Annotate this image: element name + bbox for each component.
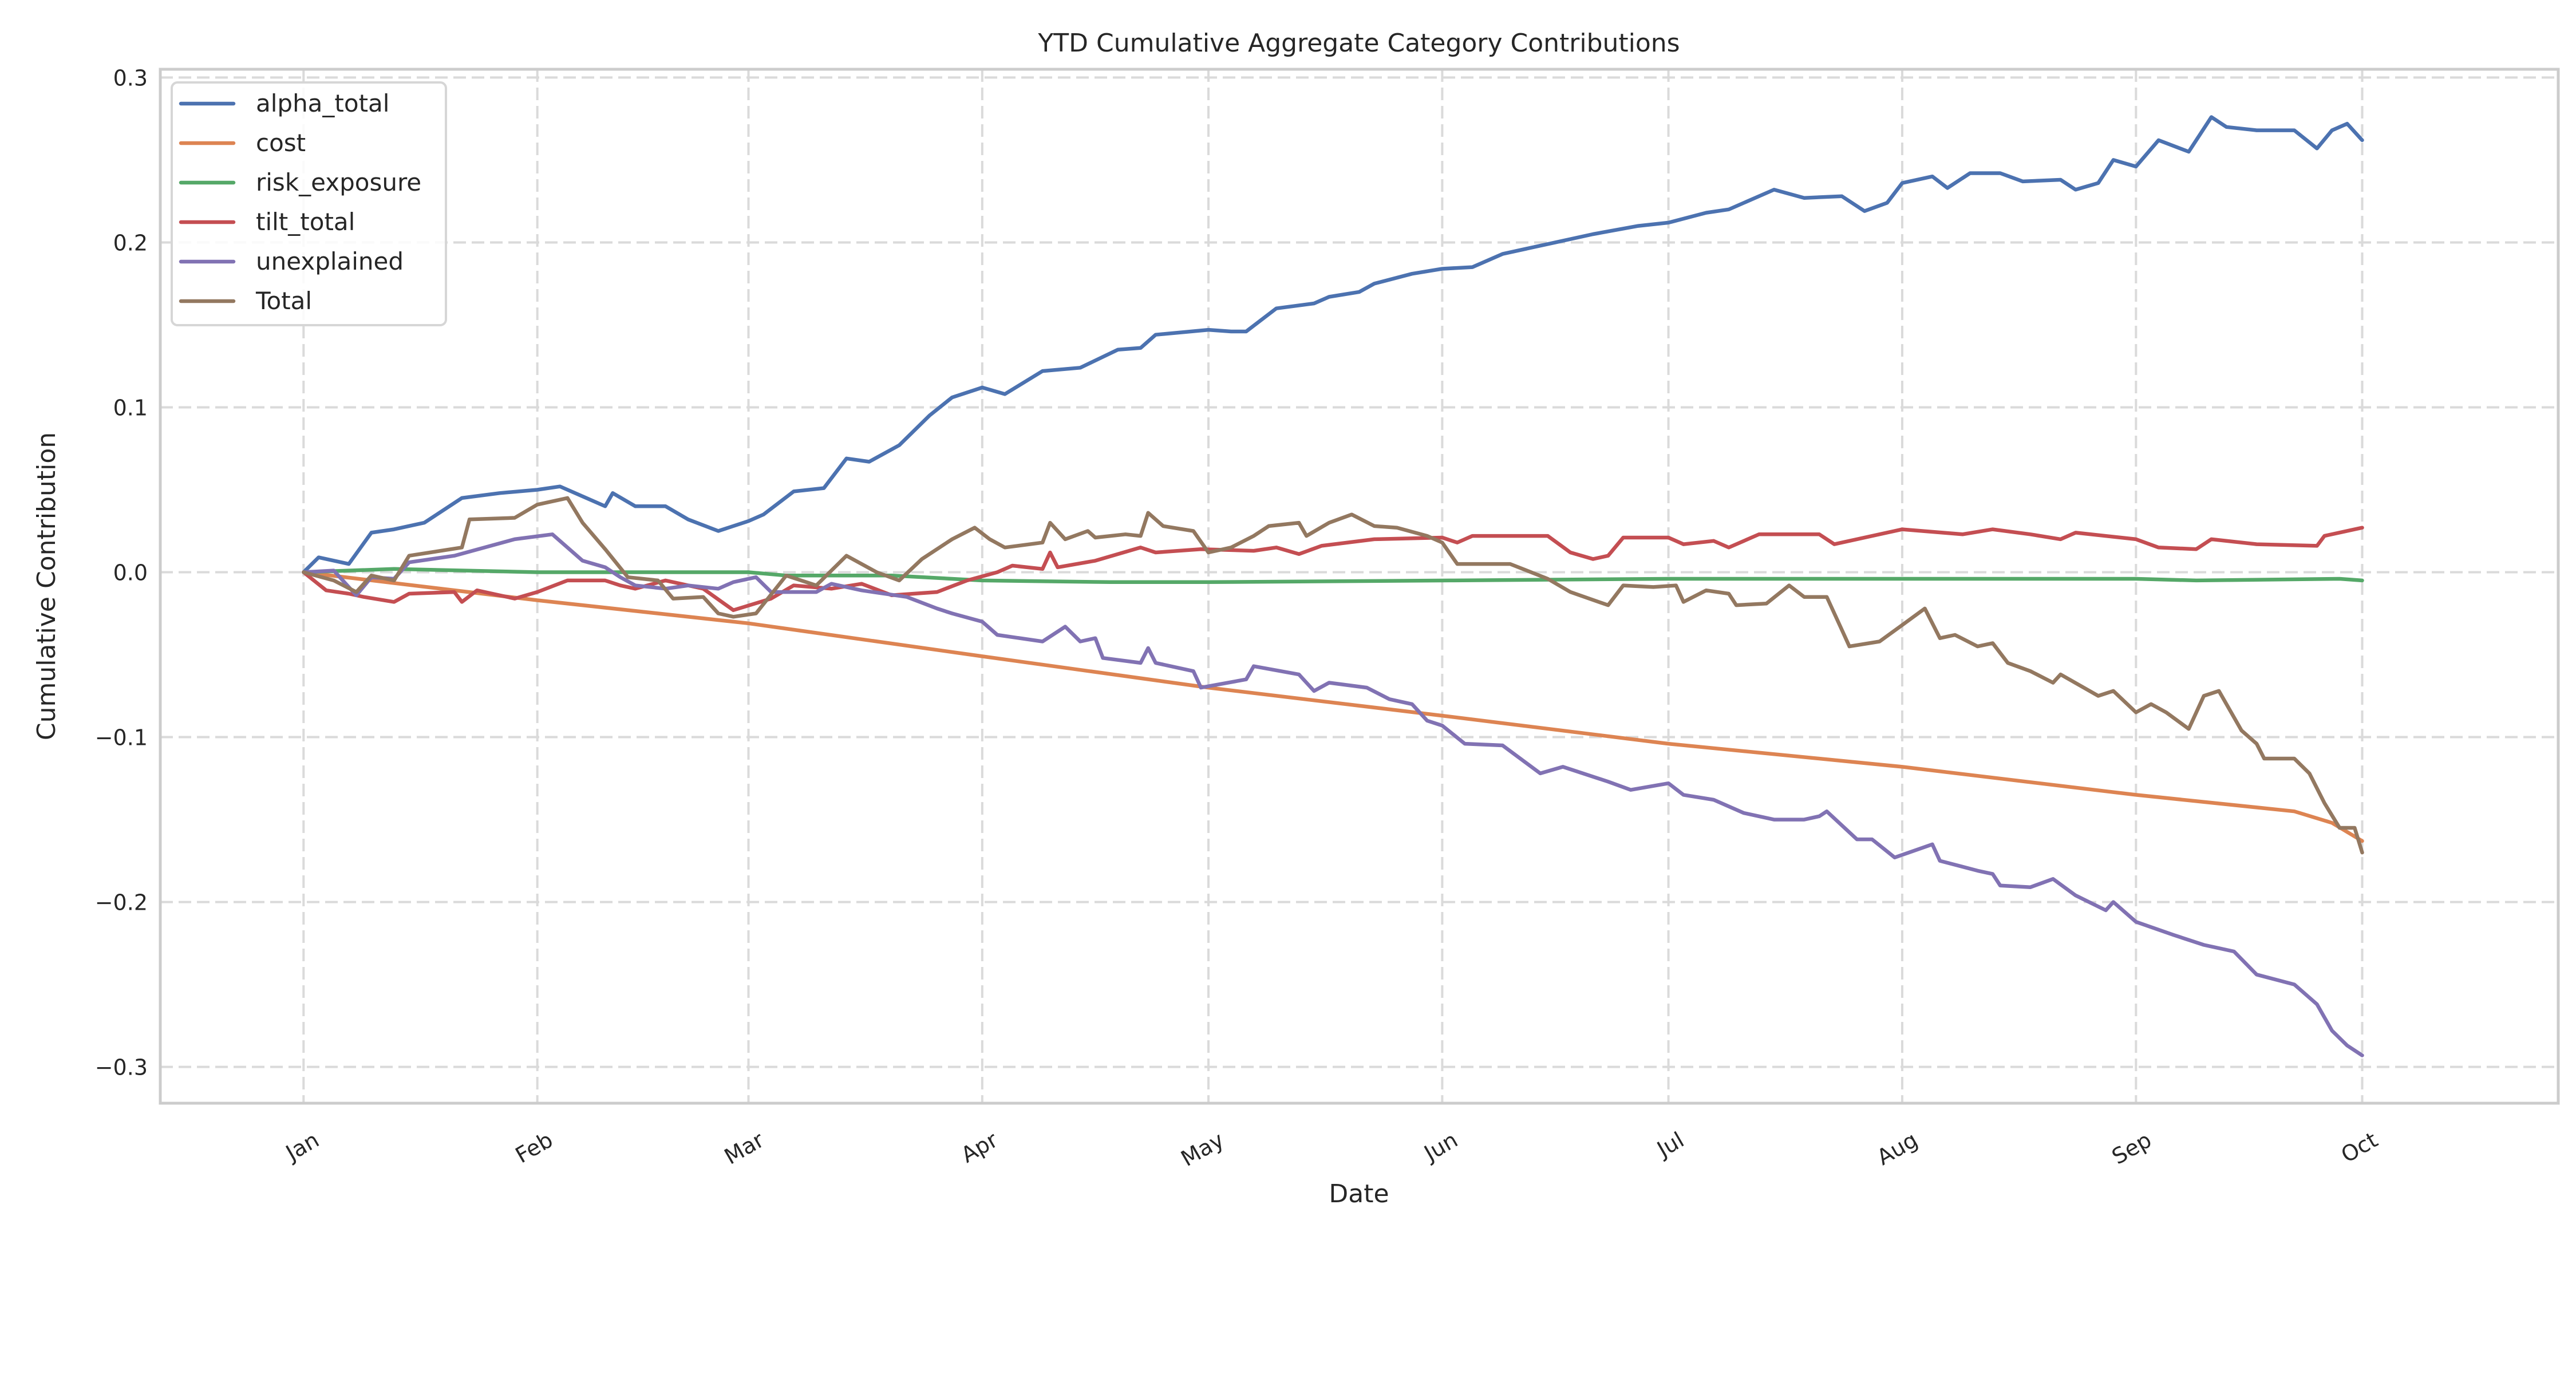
series-line-cost (302, 570, 2364, 843)
grid (160, 69, 2558, 1103)
legend-label: risk_exposure (256, 168, 421, 196)
series-line-alpha-total (302, 115, 2364, 574)
chart-title: YTD Cumulative Aggregate Category Contri… (1037, 29, 1680, 58)
y-tick-label: −0.1 (95, 725, 148, 751)
legend-label: unexplained (256, 247, 404, 275)
legend-label: cost (256, 129, 306, 157)
legend-box (171, 81, 447, 326)
y-tick-label: 0.0 (113, 560, 148, 586)
y-tick-label: 0.2 (113, 230, 148, 255)
x-axis-label: Date (1329, 1179, 1389, 1209)
legend-label: tilt_total (256, 208, 355, 236)
y-tick-label: 0.3 (113, 65, 148, 90)
legend-label: alpha_total (256, 89, 389, 117)
legend-label: Total (255, 287, 312, 315)
y-tick-label: −0.3 (95, 1055, 148, 1080)
y-tick-label: 0.1 (113, 395, 148, 420)
series-lines (302, 115, 2364, 1057)
series-line-unexplained (302, 532, 2364, 1057)
y-tick-labels: 0.3 0.2 0.1 0.0 −0.1 −0.2 −0.3 (95, 65, 148, 1080)
y-axis-label: Cumulative Contribution (32, 432, 61, 740)
y-tick-label: −0.2 (95, 890, 148, 915)
series-line-risk-exposure (302, 567, 2364, 585)
series-line-total (302, 496, 2364, 855)
plot-frame (159, 68, 2560, 1105)
